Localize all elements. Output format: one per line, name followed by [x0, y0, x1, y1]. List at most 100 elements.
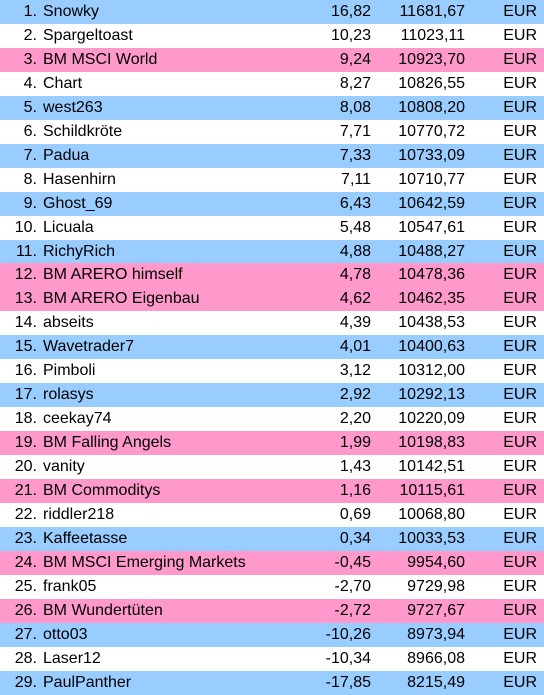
currency-cell: EUR	[503, 434, 537, 452]
percent-cell: 1,99	[339, 434, 371, 452]
percent-cell: -10,34	[325, 649, 371, 667]
name-cell: west263	[43, 98, 103, 116]
currency-cell: EUR	[503, 146, 537, 164]
rank-cell: 7.	[23, 146, 37, 164]
currency-cell: EUR	[503, 505, 537, 523]
name-cell: Laser12	[43, 649, 101, 667]
percent-cell: -2,70	[334, 577, 371, 595]
percent-cell: 3,12	[339, 362, 371, 380]
percent-cell: 1,43	[339, 458, 371, 476]
percent-cell: 2,20	[339, 410, 371, 428]
currency-cell: EUR	[503, 577, 537, 595]
rank-cell: 1.	[23, 2, 37, 20]
name-cell: PaulPanther	[43, 673, 132, 691]
table-row: 23. Kaffeetasse 0,34 10033,53 EUR	[0, 526, 544, 551]
value-cell: 8966,08	[407, 649, 465, 667]
percent-cell: 7,11	[341, 170, 371, 188]
rank-cell: 29.	[14, 673, 37, 691]
value-cell: 10068,80	[398, 505, 465, 523]
rank-cell: 6.	[23, 122, 37, 140]
currency-cell: EUR	[503, 266, 537, 284]
value-cell: 10923,70	[398, 50, 465, 68]
percent-cell: 0,69	[339, 505, 371, 523]
percent-cell: 7,33	[339, 146, 371, 164]
rank-cell: 17.	[14, 386, 37, 404]
percent-cell: 4,62	[339, 290, 371, 308]
percent-cell: 4,88	[339, 242, 371, 260]
currency-cell: EUR	[503, 314, 537, 332]
percent-cell: 4,01	[339, 338, 371, 356]
currency-cell: EUR	[503, 218, 537, 236]
rank-cell: 27.	[14, 625, 37, 643]
value-cell: 10115,61	[399, 482, 465, 500]
percent-cell: -17,85	[325, 673, 371, 691]
value-cell: 10547,61	[398, 218, 465, 236]
value-cell: 10400,63	[398, 338, 465, 356]
percent-cell: -2,72	[334, 601, 371, 619]
currency-cell: EUR	[503, 362, 537, 380]
rank-cell: 18.	[14, 410, 37, 428]
percent-cell: 10,23	[330, 26, 371, 44]
rank-cell: 9.	[23, 194, 37, 212]
name-cell: Licuala	[43, 218, 94, 236]
name-cell: BM MSCI Emerging Markets	[43, 553, 246, 571]
table-row: 17. rolasys 2,92 10292,13 EUR	[0, 383, 544, 408]
table-row: 24. BM MSCI Emerging Markets -0,45 9954,60 E…	[0, 550, 544, 575]
table-row: 28. Laser12 -10,34 8966,08 EUR	[0, 646, 544, 671]
percent-cell: 4,39	[339, 314, 371, 332]
value-cell: 10462,35	[398, 290, 465, 308]
currency-cell: EUR	[503, 673, 537, 691]
value-cell: 10438,53	[398, 314, 465, 332]
name-cell: BM ARERO Eigenbau	[43, 290, 200, 308]
table-row: 11. RichyRich 4,88 10488,27 EUR	[0, 239, 544, 264]
value-cell: 9729,98	[407, 577, 465, 595]
currency-cell: EUR	[503, 410, 537, 428]
rank-cell: 20.	[14, 458, 37, 476]
rank-cell: 14.	[14, 314, 37, 332]
percent-cell: 8,27	[339, 74, 371, 92]
value-cell: 10478,36	[398, 266, 465, 284]
rank-cell: 2.	[23, 26, 37, 44]
table-row: 27. otto03 -10,26 8973,94 EUR	[0, 622, 544, 647]
name-cell: rolasys	[43, 386, 94, 404]
value-cell: 10142,51	[398, 458, 465, 476]
currency-cell: EUR	[503, 553, 537, 571]
value-cell: 11023,11	[400, 26, 465, 44]
name-cell: BM Falling Angels	[43, 434, 172, 452]
name-cell: Chart	[43, 74, 83, 92]
value-cell: 10826,55	[398, 74, 465, 92]
table-row: 20. vanity 1,43 10142,51 EUR	[0, 455, 544, 480]
currency-cell: EUR	[503, 601, 537, 619]
name-cell: ceekay74	[43, 410, 112, 428]
currency-cell: EUR	[503, 242, 537, 260]
table-row: 18. ceekay74 2,20 10220,09 EUR	[0, 407, 544, 432]
value-cell: 10710,77	[398, 170, 465, 188]
name-cell: RichyRich	[43, 242, 116, 260]
rank-cell: 10.	[14, 218, 37, 236]
table-row: 4. Chart 8,27 10826,55 EUR	[0, 71, 544, 96]
value-cell: 9727,67	[407, 601, 465, 619]
name-cell: Wavetrader7	[43, 338, 134, 356]
table-row: 15. Wavetrader7 4,01 10400,63 EUR	[0, 335, 544, 360]
table-row: 3. BM MSCI World 9,24 10923,70 EUR	[0, 47, 544, 72]
percent-cell: 2,92	[339, 386, 371, 404]
table-row: 29. PaulPanther -17,85 8215,49 EUR	[0, 670, 544, 695]
table-row: 10. Licuala 5,48 10547,61 EUR	[0, 215, 544, 240]
rank-cell: 16.	[14, 362, 37, 380]
name-cell: BM Wundertüten	[43, 601, 163, 619]
percent-cell: -10,26	[325, 625, 371, 643]
table-row: 13. BM ARERO Eigenbau 4,62 10462,35 EUR	[0, 287, 544, 312]
rank-cell: 12.	[14, 266, 37, 284]
percent-cell: 1,16	[339, 482, 371, 500]
value-cell: 11681,67	[399, 2, 465, 20]
rank-cell: 21.	[14, 482, 37, 500]
currency-cell: EUR	[503, 625, 537, 643]
value-cell: 10488,27	[398, 242, 465, 260]
percent-cell: 6,43	[339, 194, 371, 212]
percent-cell: 5,48	[339, 218, 371, 236]
name-cell: Padua	[43, 146, 90, 164]
table-row: 12. BM ARERO himself 4,78 10478,36 EUR	[0, 263, 544, 288]
name-cell: vanity	[43, 458, 85, 476]
currency-cell: EUR	[503, 649, 537, 667]
